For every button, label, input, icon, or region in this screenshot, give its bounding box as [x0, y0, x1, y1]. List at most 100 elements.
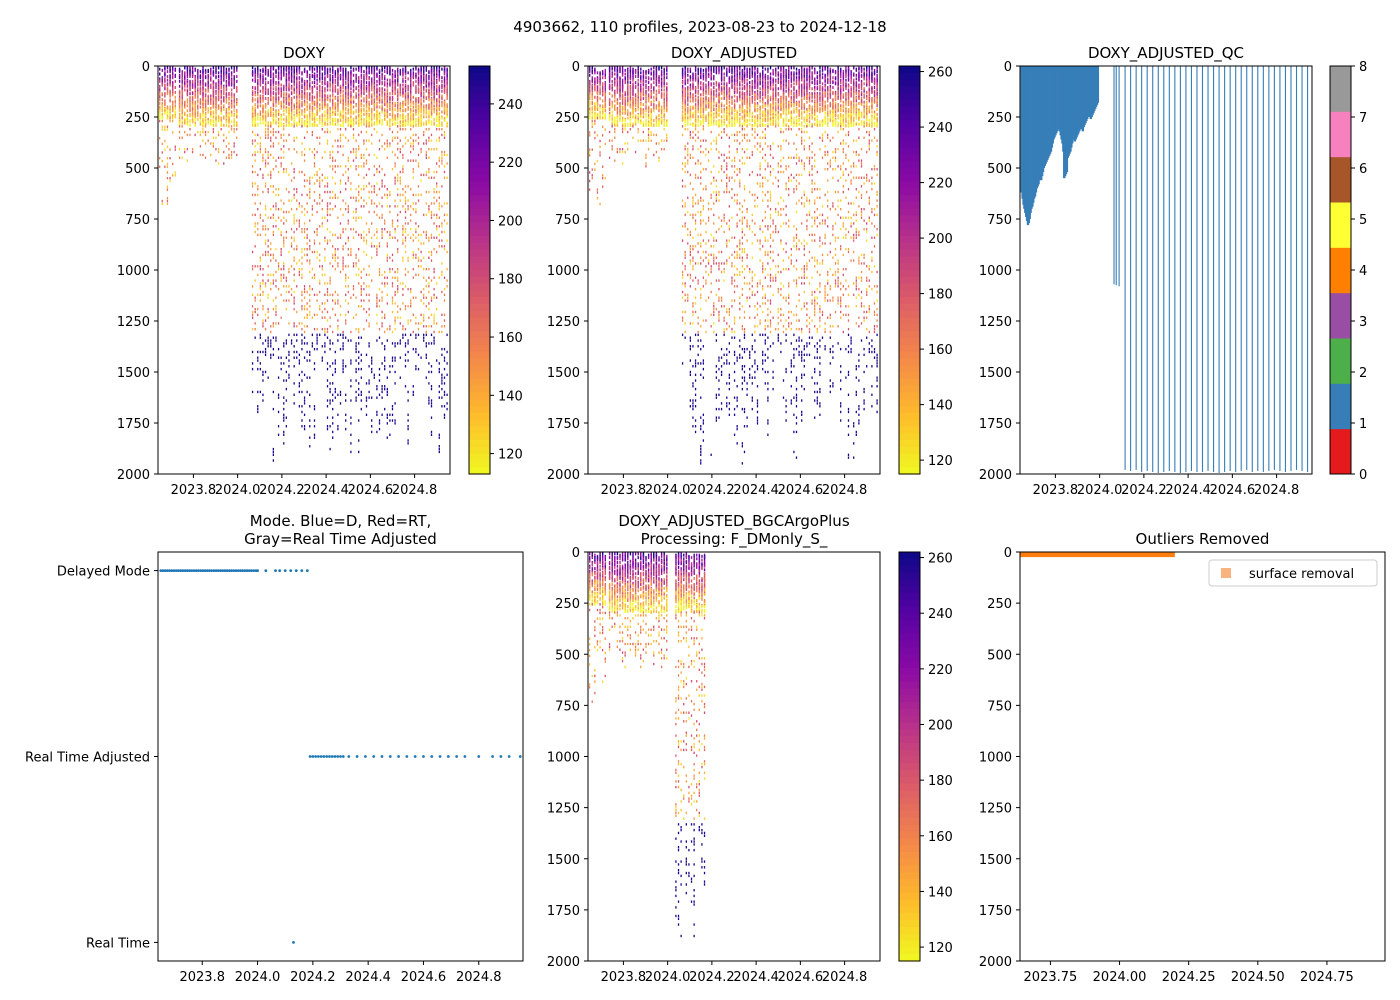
doxy-cell [324, 87, 326, 91]
doxy-cell [368, 273, 370, 277]
doxy-cell [159, 119, 161, 123]
doxy-cell [373, 187, 375, 191]
doxy-cell [329, 165, 331, 168]
doxy-cell [298, 117, 301, 121]
doxy-cell [384, 356, 386, 359]
doxy-cell [425, 213, 427, 217]
doxy-cell [352, 265, 355, 268]
doxy-cell [199, 122, 202, 126]
doxy-cell [381, 390, 383, 394]
doxy-axes-frame [157, 65, 451, 475]
doxy-colorbar-step-40 [469, 338, 490, 346]
doxy-cell [228, 68, 230, 72]
doxy-colorbar-step-44 [469, 365, 490, 373]
doxy-cell [373, 185, 375, 188]
doxy-cell [298, 273, 301, 277]
doxy-cell [412, 67, 415, 71]
doxy-cell [381, 342, 383, 345]
doxy-cell [277, 267, 280, 271]
doxy-cell [402, 168, 404, 171]
doxy-cell [360, 156, 362, 159]
doxy-colorbar-step-24 [469, 229, 490, 237]
doxy-cell [184, 150, 186, 154]
doxy-cell [345, 182, 347, 185]
doxy-cell [358, 419, 360, 422]
doxy-cell [321, 89, 324, 93]
doxy-cell [283, 73, 285, 77]
doxy-cell [391, 104, 394, 108]
doxy-cell [397, 176, 399, 179]
doxy-cell [303, 88, 306, 92]
doxy-cell [270, 287, 272, 291]
doxy-cell [355, 396, 357, 399]
doxy-cell [412, 233, 414, 237]
doxy-cell [262, 342, 264, 345]
doxy-cell [358, 330, 360, 334]
doxy-cell [272, 273, 275, 277]
doxy-cell [311, 90, 314, 94]
doxy-colorbar-step-1 [469, 72, 490, 81]
doxy-cell [326, 327, 329, 331]
doxy-cell [264, 253, 267, 257]
doxy-cell [378, 139, 381, 142]
doxy-cell [254, 193, 256, 197]
doxy-cell [283, 100, 285, 104]
doxy-cell [436, 182, 438, 185]
doxy-cell [446, 362, 448, 365]
doxy-cell [178, 105, 181, 109]
doxy-cell [329, 276, 331, 279]
doxy-cell [233, 130, 235, 134]
doxy-cell [319, 94, 321, 98]
doxy-cell [345, 120, 347, 124]
doxy-cell [415, 67, 417, 71]
doxy-cell [254, 71, 256, 75]
doxy-cell [386, 276, 388, 279]
doxy-cell [337, 236, 339, 239]
doxy-cell [251, 130, 254, 134]
doxy-cell [311, 114, 314, 118]
doxy-cell [410, 79, 412, 83]
doxy-cell [270, 74, 272, 78]
doxy-cell [313, 239, 316, 242]
doxy-cell [433, 296, 435, 299]
doxy-cell [272, 225, 275, 228]
doxy-cell [423, 242, 425, 245]
doxy-cell [290, 236, 293, 239]
doxy-cell [259, 148, 262, 151]
doxy-cell [172, 162, 174, 166]
doxy-cell [189, 109, 191, 113]
doxy-cell [309, 87, 311, 91]
doxy-cell [301, 153, 303, 157]
doxy-cell [363, 89, 365, 93]
doxy-cell [169, 117, 171, 120]
doxy-cell [275, 100, 277, 104]
doxy-cell [259, 213, 262, 217]
doxy-cell [313, 407, 316, 411]
doxy-cell [324, 259, 326, 262]
doxy-cell [394, 227, 396, 231]
doxy-cell [275, 98, 277, 102]
doxy-cell [446, 104, 448, 108]
doxy-cell [365, 233, 368, 237]
doxy-cell [443, 287, 446, 291]
doxy-cell [410, 150, 412, 154]
doxy-colorbar-step-57 [469, 453, 490, 461]
doxy-cell [376, 247, 378, 251]
doxy-cell [399, 316, 401, 319]
doxy-colorbar-step-23 [469, 222, 490, 230]
doxy-cell [212, 66, 215, 70]
doxy-cell [215, 83, 217, 87]
doxy-cell [410, 121, 412, 125]
doxy-cell [166, 145, 169, 148]
doxy-cell [316, 179, 318, 182]
doxy-cell [397, 98, 399, 102]
doxy-cell [267, 98, 269, 102]
doxy-cell [264, 81, 267, 85]
doxy-cell [326, 219, 329, 222]
doxy-cell [288, 290, 290, 294]
doxy-cell [309, 262, 311, 265]
doxy-cell [296, 70, 298, 74]
doxy-cell [197, 95, 199, 99]
doxy-cell [329, 156, 331, 159]
doxy-cell [425, 122, 428, 126]
